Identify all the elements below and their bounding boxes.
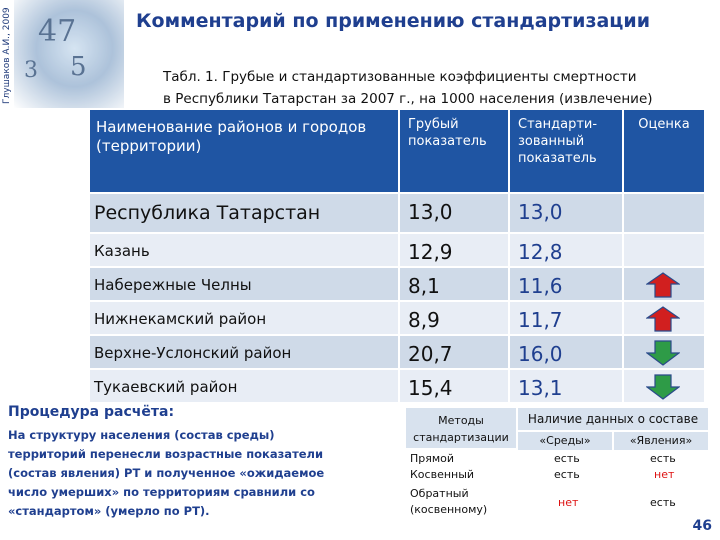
header-territory: Наименование районов и городов (территор… bbox=[90, 110, 400, 194]
availability-header: Наличие данных о составе bbox=[518, 408, 708, 430]
header-assessment: Оценка bbox=[624, 110, 706, 194]
table-row-crude: 8,1 bbox=[400, 268, 510, 302]
table-row-name: Верхне-Услонский район bbox=[90, 336, 400, 370]
table-row-name: Тукаевский район bbox=[90, 370, 400, 404]
method-name: Обратный (косвенному) bbox=[410, 487, 488, 516]
env-value: нет bbox=[558, 496, 579, 509]
phen-value: нет bbox=[654, 468, 675, 481]
logo-digit: 3 bbox=[24, 58, 38, 83]
method-name: Прямой bbox=[410, 452, 455, 465]
table-row-mark bbox=[624, 234, 706, 268]
table-row-name: Набережные Челны bbox=[90, 268, 400, 302]
page-title: Комментарий по применению стандартизации bbox=[136, 10, 651, 32]
table-row-std: 13,0 bbox=[510, 194, 624, 234]
table-row-crude: 12,9 bbox=[400, 234, 510, 268]
table-row-mark bbox=[624, 194, 706, 234]
caption-line-2: в Республики Татарстан за 2007 г., на 10… bbox=[163, 91, 653, 107]
logo-digit: 5 bbox=[70, 52, 87, 82]
table-row-crude: 8,9 bbox=[400, 302, 510, 336]
logo-digits: 47 bbox=[38, 14, 77, 49]
methods-header: Методы стандартизации bbox=[406, 408, 516, 448]
page-number: 46 bbox=[692, 518, 712, 534]
table-row-std: 11,7 bbox=[510, 302, 624, 336]
arrow-up-icon bbox=[646, 272, 680, 298]
phen-value: есть bbox=[650, 452, 676, 465]
methods-table: Методы стандартизации Наличие данных о с… bbox=[406, 408, 708, 528]
table-row-std: 11,6 bbox=[510, 268, 624, 302]
procedure-title: Процедура расчёта: bbox=[8, 404, 175, 420]
phen-value: есть bbox=[650, 496, 676, 509]
phenomenon-header: «Явления» bbox=[614, 432, 708, 450]
math-logo-image: 47 5 3 bbox=[14, 0, 124, 108]
table-row-name: Казань bbox=[90, 234, 400, 268]
table-row-mark bbox=[624, 302, 706, 336]
table-row-crude: 15,4 bbox=[400, 370, 510, 404]
table-row-mark bbox=[624, 268, 706, 302]
arrow-up-icon bbox=[646, 306, 680, 332]
table-row-mark bbox=[624, 336, 706, 370]
table-row-name: Республика Татарстан bbox=[90, 194, 400, 234]
table-row-std: 16,0 bbox=[510, 336, 624, 370]
table-row-std: 12,8 bbox=[510, 234, 624, 268]
arrow-down-icon bbox=[646, 374, 680, 400]
environment-header: «Среды» bbox=[518, 432, 612, 450]
table-row-crude: 13,0 bbox=[400, 194, 510, 234]
table-row-std: 13,1 bbox=[510, 370, 624, 404]
table-row-crude: 20,7 bbox=[400, 336, 510, 370]
method-name: Косвенный bbox=[410, 468, 475, 481]
caption-line-1: Табл. 1. Грубые и стандартизованные коэф… bbox=[163, 69, 637, 85]
header-standardized: Стандарти-зованный показатель bbox=[510, 110, 624, 194]
table-caption: Табл. 1. Грубые и стандартизованные коэф… bbox=[163, 66, 653, 110]
table-row-mark bbox=[624, 370, 706, 404]
author-watermark: Глушаков А.И., 2009 bbox=[2, 7, 12, 104]
table-row-name: Нижнекамский район bbox=[90, 302, 400, 336]
arrow-down-icon bbox=[646, 340, 680, 366]
env-value: есть bbox=[554, 452, 580, 465]
env-value: есть bbox=[554, 468, 580, 481]
procedure-text: На структуру населения (состав среды) те… bbox=[8, 428, 325, 518]
header-crude: Грубый показатель bbox=[400, 110, 510, 194]
